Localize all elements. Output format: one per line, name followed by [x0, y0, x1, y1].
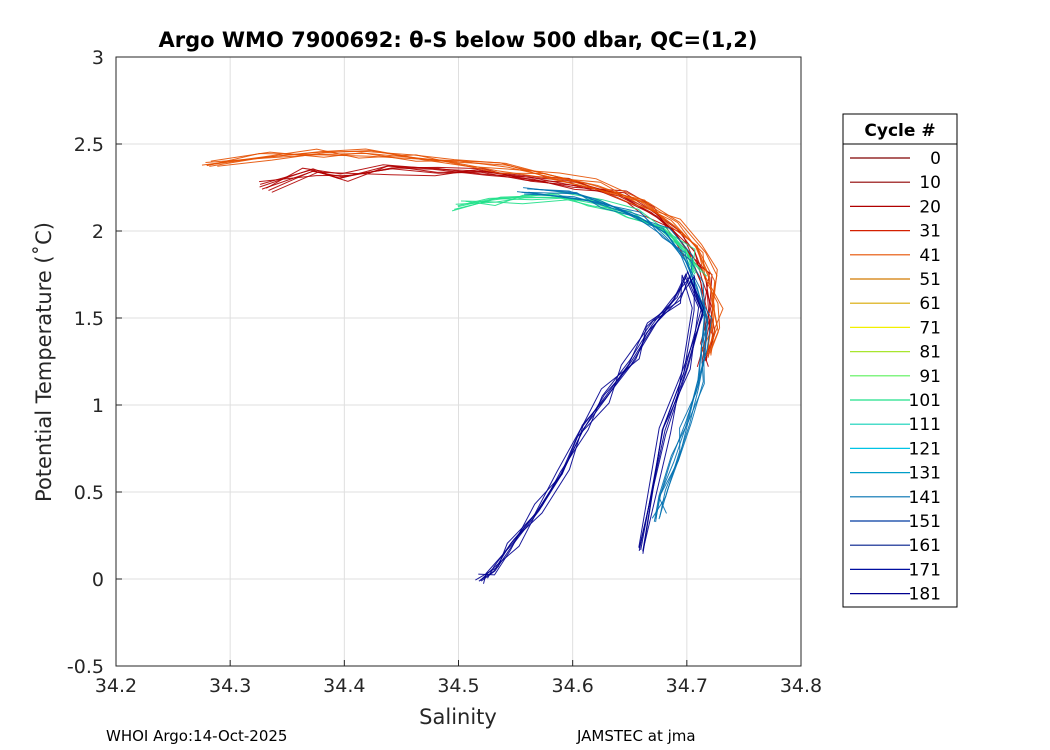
y-tick-label: 1: [92, 395, 104, 417]
y-tick-label: -0.5: [67, 656, 104, 678]
legend-entry-label: 10: [919, 173, 941, 193]
series-1: [201, 148, 724, 358]
legend-entry-label: 181: [909, 585, 941, 605]
legend-entry-label: 101: [909, 391, 941, 411]
footer-right: JAMSTEC at jma: [576, 727, 696, 745]
y-axis-ticks: -0.5 0 0.5 1 1.5 2 2.5 3: [67, 47, 122, 678]
series-line: [534, 188, 706, 523]
legend-entry-label: 31: [919, 222, 941, 242]
series-4: [475, 270, 705, 584]
series-line: [523, 187, 713, 519]
x-tick-label: 34.6: [552, 675, 594, 697]
chart-title: Argo WMO 7900692: θ-S below 500 dbar, QC…: [159, 28, 758, 52]
x-axis-ticks: 34.2 34.3 34.4 34.5 34.6 34.7 34.8: [95, 660, 822, 697]
legend-entry-label: 161: [909, 536, 941, 556]
x-tick-label: 34.2: [95, 675, 137, 697]
y-tick-label: 3: [92, 47, 104, 69]
series-line: [217, 149, 718, 353]
series-line: [266, 164, 716, 355]
legend-entry-label: 51: [919, 270, 941, 290]
series-line: [487, 270, 704, 579]
x-tick-label: 34.3: [209, 675, 251, 697]
legend: Cycle # 0 10 20 31 41 51 61 71 81 91 101 111 121 131 1…: [842, 113, 958, 608]
legend-entry-label: 71: [919, 318, 941, 338]
y-tick-label: 0.5: [74, 482, 104, 504]
x-tick-label: 34.7: [666, 675, 708, 697]
legend-entries: 0 10 20 31 41 51 61 71 81 91 101 111 121 131 141 151 161…: [850, 149, 941, 605]
legend-entry-label: 81: [919, 343, 941, 363]
series-line: [209, 148, 724, 356]
series-line: [451, 191, 708, 277]
legend-entry-label: 91: [919, 367, 941, 387]
legend-entry-label: 61: [919, 294, 941, 314]
legend-entry-label: 41: [919, 246, 941, 266]
y-axis-label: Potential Temperature (˚C): [32, 222, 56, 502]
series-line: [475, 274, 693, 581]
legend-title: Cycle #: [864, 121, 935, 141]
legend-entry-label: 131: [909, 464, 941, 484]
footer-left: WHOI Argo:14-Oct-2025: [106, 727, 287, 745]
series-line: [516, 191, 709, 514]
y-tick-label: 2: [92, 221, 104, 243]
x-tick-label: 34.8: [780, 675, 822, 697]
legend-entry-label: 171: [909, 560, 941, 580]
legend-entry-label: 141: [909, 488, 941, 508]
legend-box: [842, 113, 958, 608]
y-tick-label: 1.5: [74, 308, 104, 330]
y-tick-label: 2.5: [74, 134, 104, 156]
legend-entry-label: 111: [909, 415, 941, 435]
y-tick-label: 0: [92, 569, 104, 591]
x-axis-label: Salinity: [419, 705, 497, 729]
legend-entry-label: 121: [909, 439, 941, 459]
legend-entry-label: 151: [909, 512, 941, 532]
series-line: [465, 193, 696, 275]
data-series: [201, 148, 724, 584]
series-3: [516, 187, 713, 523]
legend-entry-label: 0: [930, 149, 941, 169]
legend-entry-label: 20: [919, 197, 941, 217]
x-tick-label: 34.4: [323, 675, 365, 697]
x-tick-label: 34.5: [437, 675, 479, 697]
